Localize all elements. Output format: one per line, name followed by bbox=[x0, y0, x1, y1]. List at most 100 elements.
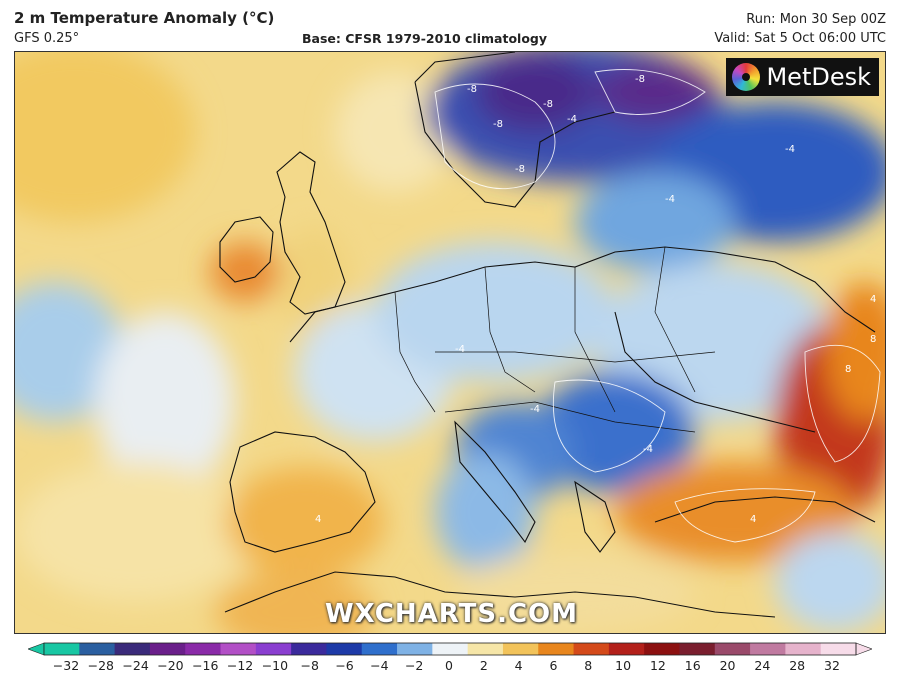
colorbar-cell bbox=[502, 643, 539, 655]
colorbar-tick-label: −12 bbox=[226, 658, 254, 673]
colorbar-cell bbox=[44, 643, 80, 655]
model-label: GFS 0.25° bbox=[14, 31, 80, 46]
colorbar-cell bbox=[149, 643, 186, 655]
colorbar-cell bbox=[220, 643, 257, 655]
colorbar-cell bbox=[79, 643, 116, 655]
contour-label: -8 bbox=[543, 99, 553, 110]
italy-outline bbox=[454, 420, 536, 544]
colorbar-tick-label: −32 bbox=[52, 658, 80, 673]
contour-label: -8 bbox=[493, 119, 503, 130]
colorbar-tick-label: 24 bbox=[754, 658, 771, 673]
contour-label: -4 bbox=[785, 144, 795, 155]
contour-label: 4 bbox=[315, 514, 321, 525]
colorbar-cell bbox=[114, 643, 151, 655]
colorbar-cell bbox=[573, 643, 610, 655]
colorbar-cell bbox=[679, 643, 716, 655]
colorbar-tick-label: −20 bbox=[157, 658, 184, 673]
colorbar-cell bbox=[608, 643, 645, 655]
colorbar-tick-label: −28 bbox=[87, 658, 115, 673]
contour-label: -4 bbox=[665, 194, 675, 205]
colorbar-max-arrow bbox=[855, 642, 872, 656]
climatology-base-label: Base: CFSR 1979-2010 climatology bbox=[302, 31, 548, 46]
scandinavia-outline bbox=[414, 52, 616, 208]
anomaly-contours bbox=[434, 69, 881, 543]
colorbar-cell bbox=[361, 643, 398, 655]
border-line bbox=[435, 351, 716, 363]
contour-minus8 bbox=[434, 83, 556, 190]
metdesk-logo-text: MetDesk bbox=[766, 63, 871, 91]
metdesk-logo-icon bbox=[732, 63, 761, 91]
border-line bbox=[654, 246, 696, 393]
colorbar-cell bbox=[255, 643, 292, 655]
colorbar-tick-label: −10 bbox=[261, 658, 289, 673]
colorbar-cell bbox=[467, 643, 504, 655]
colorbar-min-arrow bbox=[28, 642, 45, 656]
contour-label: -4 bbox=[455, 344, 465, 355]
contour-minus8 bbox=[594, 69, 706, 115]
wxcharts-watermark: WXCHARTS.COM bbox=[325, 599, 579, 629]
colorbar-cell bbox=[820, 643, 857, 655]
colorbar-tick-label: −6 bbox=[335, 658, 354, 673]
colorbar-tick-label: 20 bbox=[719, 658, 736, 673]
colorbar-tick-label: 10 bbox=[615, 658, 632, 673]
contour-label: 8 bbox=[870, 334, 876, 345]
contour-label: 4 bbox=[750, 514, 756, 525]
contour-minus4 bbox=[552, 379, 666, 473]
colorbar-cell bbox=[326, 643, 363, 655]
contour-label: 4 bbox=[870, 294, 876, 305]
colorbar-cell bbox=[538, 643, 575, 655]
colorbar-tick-label: −8 bbox=[300, 658, 319, 673]
contour-label: -8 bbox=[635, 74, 645, 85]
colorbar-tick-label: −2 bbox=[404, 658, 424, 673]
colorbar-tick-label: 8 bbox=[584, 658, 593, 673]
colorbar-tick-label: 28 bbox=[789, 658, 806, 673]
colorbar-cell bbox=[644, 643, 680, 655]
colorbar-tick-label: 32 bbox=[824, 658, 840, 673]
colorbar-cell bbox=[397, 643, 433, 655]
greece-outline bbox=[574, 480, 616, 553]
valid-time-label: Valid: Sat 5 Oct 06:00 UTC bbox=[714, 31, 886, 46]
colorbar-tick-label: 12 bbox=[649, 658, 666, 673]
iberia-outline bbox=[229, 431, 376, 553]
north-africa-coast-outline bbox=[224, 571, 776, 618]
colorbar-ticks: −32 −28 −24 −20 −16 −12 −10 −8 −6 −4 −2 0 2 4 6 8 10 12 16… bbox=[0, 656, 900, 676]
contour-plus8 bbox=[804, 344, 881, 463]
chart-title: 2 m Temperature Anomaly (°C) bbox=[14, 9, 275, 27]
colorbar-cell bbox=[785, 643, 822, 655]
colorbar-cell bbox=[432, 643, 469, 655]
colorbar-cells bbox=[28, 642, 872, 656]
border-line bbox=[394, 291, 436, 413]
ireland-outline bbox=[219, 216, 274, 283]
contour-label: -4 bbox=[530, 404, 540, 415]
contour-label: -8 bbox=[467, 84, 477, 95]
colorbar-tick-label: 0 bbox=[445, 658, 453, 673]
colorbar-tick-label: −4 bbox=[370, 658, 389, 673]
colorbar-tick-label: 16 bbox=[684, 658, 701, 673]
colorbar-cell bbox=[291, 643, 327, 655]
border-line bbox=[574, 267, 616, 413]
colorbar bbox=[28, 642, 872, 656]
contour-label: 8 bbox=[845, 364, 851, 375]
colorbar-frame bbox=[43, 642, 857, 656]
turkey-coast-outline bbox=[654, 496, 876, 523]
contour-plus4 bbox=[674, 488, 816, 543]
border-line bbox=[444, 401, 696, 433]
contour-labels: -8 -8 -8 -8 -8 -4 -4 -4 -4 4 4 4 8 8 -4 … bbox=[315, 74, 876, 525]
colorbar-tick-label: −24 bbox=[122, 658, 149, 673]
colorbar-tick-label: 2 bbox=[479, 658, 488, 673]
colorbar-tick-label: −16 bbox=[192, 658, 219, 673]
run-time-label: Run: Mon 30 Sep 00Z bbox=[746, 12, 886, 27]
anomaly-field bbox=[15, 52, 885, 633]
colorbar-cell bbox=[185, 643, 222, 655]
colorbar-cell bbox=[750, 643, 786, 655]
anomaly-map: -8 -8 -8 -8 -8 -4 -4 -4 -4 4 4 4 8 8 -4 … bbox=[14, 51, 886, 634]
contour-label: -4 bbox=[567, 114, 577, 125]
map-canvas: -8 -8 -8 -8 -8 -4 -4 -4 -4 4 4 4 8 8 -4 … bbox=[15, 52, 885, 633]
colorbar-tick-label: 6 bbox=[549, 658, 558, 673]
colorbar-tick-label: 4 bbox=[514, 658, 523, 673]
borders bbox=[394, 246, 716, 433]
contour-label: -4 bbox=[643, 444, 653, 455]
contour-label: -8 bbox=[515, 164, 525, 175]
metdesk-logo: MetDesk bbox=[726, 58, 879, 96]
colorbar-cell bbox=[714, 643, 751, 655]
